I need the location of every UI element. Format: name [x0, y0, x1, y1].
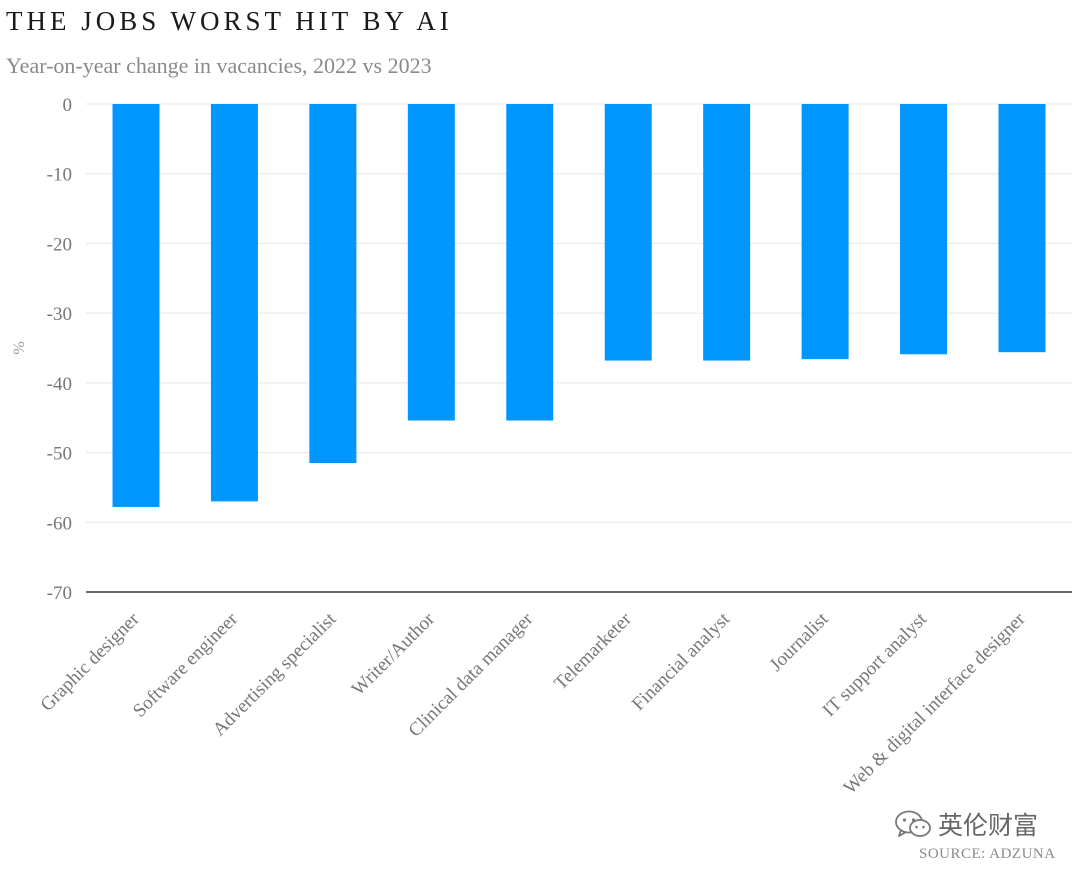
bars: [112, 104, 1046, 507]
x-category-label: Software engineer: [129, 608, 242, 721]
bar: [210, 104, 258, 502]
y-tick-label: -70: [47, 583, 72, 604]
bar: [407, 104, 455, 421]
bar: [900, 104, 948, 355]
x-category-label: IT support analyst: [819, 608, 932, 721]
y-tick-label: -50: [47, 444, 72, 465]
bar: [309, 104, 357, 464]
y-tick-label: 0: [63, 95, 73, 116]
wechat-icon: [894, 809, 932, 839]
bar: [506, 104, 554, 421]
y-axis-label: %: [11, 341, 28, 354]
y-tick-label: -10: [47, 165, 72, 186]
bar: [703, 104, 751, 361]
y-tick-labels: 0 -10 -20 -30 -40 -50 -60 -70: [47, 95, 72, 604]
x-category-label: Journalist: [766, 608, 834, 676]
y-tick-label: -60: [47, 513, 72, 534]
y-tick-label: -30: [47, 304, 72, 325]
source-note: SOURCE: ADZUNA: [919, 846, 1056, 862]
watermark: 英伦财富: [894, 806, 1038, 842]
bar: [998, 104, 1046, 353]
x-category-label: Graphic designer: [37, 608, 144, 715]
bar: [604, 104, 652, 361]
chart-title: THE JOBS WORST HIT BY AI: [6, 6, 453, 36]
x-category-label: Writer/Author: [348, 608, 440, 700]
bar: [112, 104, 160, 507]
bar: [801, 104, 849, 360]
x-category-label: Telemarketer: [550, 608, 636, 694]
x-category-label: Web & digital interface designer: [840, 608, 1030, 798]
watermark-text: 英伦财富: [938, 811, 1039, 840]
x-category-label: Financial analyst: [628, 608, 735, 715]
y-tick-label: -20: [47, 234, 72, 255]
y-tick-label: -40: [47, 374, 72, 395]
chart-subtitle: Year-on-year change in vacancies, 2022 v…: [6, 53, 432, 78]
